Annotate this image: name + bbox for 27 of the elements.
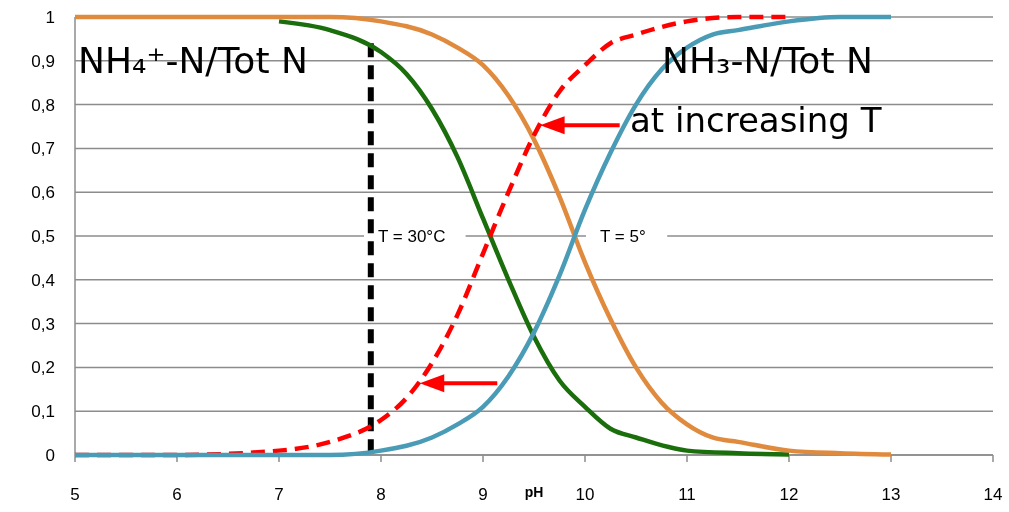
y-tick-label: 0,4 (31, 270, 55, 290)
y-tick-label: 0,1 (31, 402, 55, 422)
x-tick-label: 11 (678, 485, 696, 504)
annotation: NH₃-N/Tot N (662, 39, 873, 81)
x-tick-label: 12 (779, 485, 799, 504)
y-tick-label: 0,8 (31, 95, 55, 115)
x-tick-label: 5 (70, 485, 80, 504)
annotation: at increasing T (630, 99, 882, 140)
x-tick-label: 7 (274, 485, 284, 504)
x-tick-label: 9 (478, 485, 488, 504)
x-tick-label: 6 (172, 485, 182, 504)
y-tick-label: 1 (45, 7, 55, 27)
x-tick-label: 8 (376, 485, 386, 504)
y-tick-label: 0,7 (31, 139, 55, 159)
y-tick-label: 0,2 (31, 358, 55, 378)
x-tick-label: 14 (983, 485, 1003, 504)
annotation: T = 30°C (378, 226, 446, 246)
x-axis-title: pH (524, 484, 544, 500)
x-tick-label: 10 (575, 485, 595, 504)
y-tick-label: 0,6 (31, 183, 55, 203)
annotation: T = 5° (600, 226, 646, 246)
x-tick-label: 13 (881, 485, 901, 504)
y-tick-label: 0 (45, 445, 55, 465)
y-tick-label: 0,5 (31, 226, 55, 246)
annotation: NH₄⁺-N/Tot N (78, 39, 308, 81)
y-tick-label: 0,3 (31, 314, 55, 334)
y-tick-label: 0,9 (31, 51, 55, 71)
